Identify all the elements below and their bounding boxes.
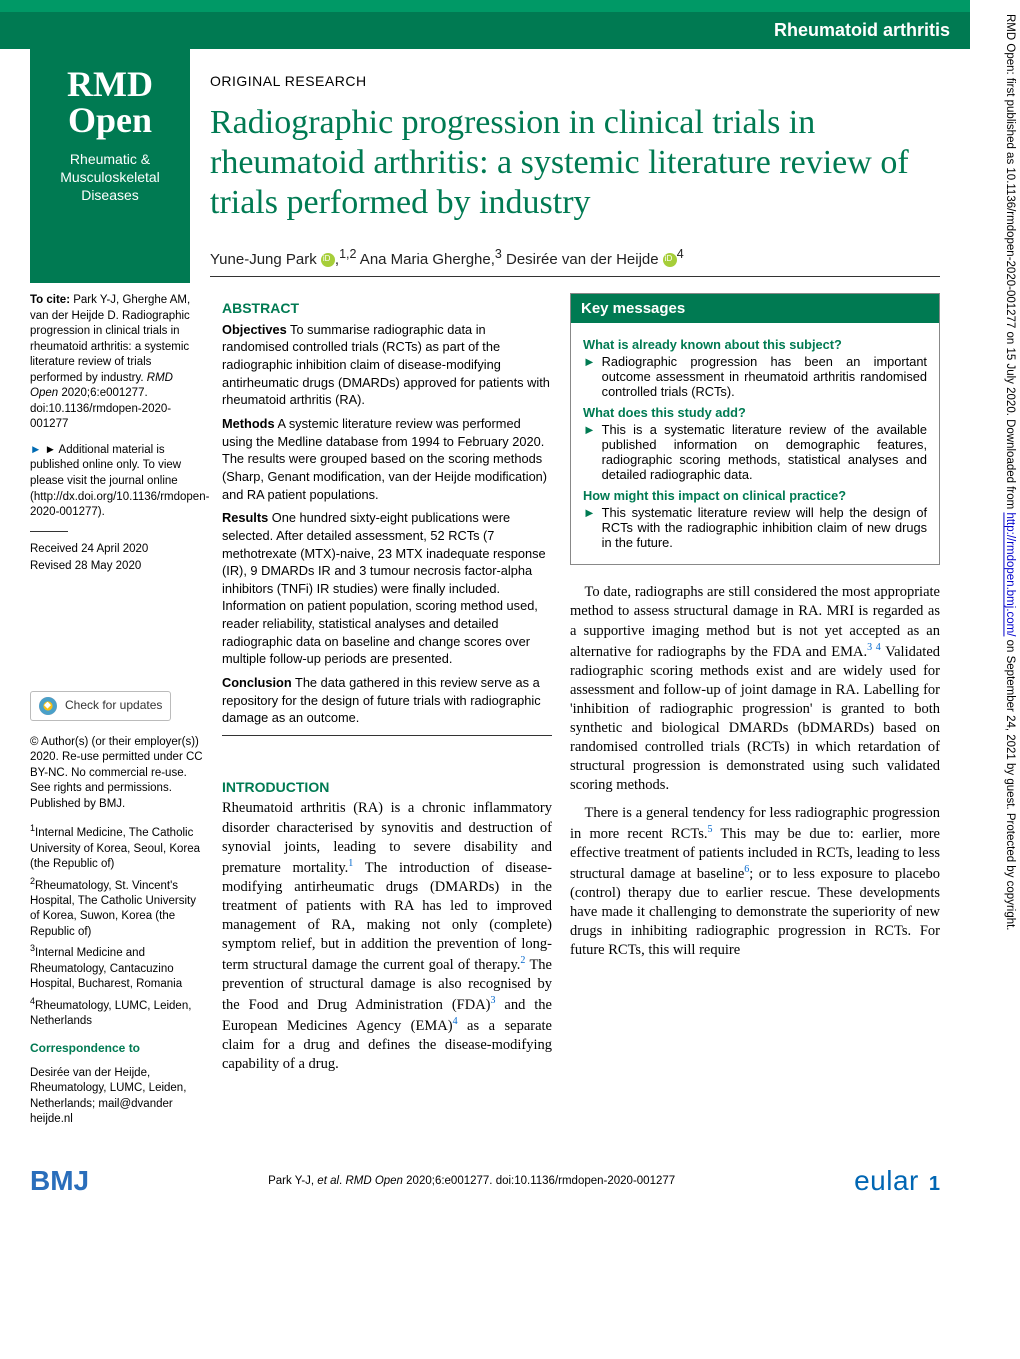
triangle-bullet-icon: ► — [583, 505, 596, 550]
vertical-watermark: RMD Open: first published as 10.1136/rmd… — [974, 14, 1018, 1344]
key-question-1: What is already known about this subject… — [583, 337, 927, 352]
abstract-conclusion: Conclusion The data gathered in this rev… — [222, 674, 552, 727]
revised-date: Revised 28 May 2020 — [30, 559, 204, 575]
bmj-logo: BMJ — [30, 1165, 89, 1197]
watermark-link[interactable]: http://rmdopen.bmj.com/ — [1004, 512, 1016, 636]
article-type: ORIGINAL RESEARCH — [210, 73, 940, 89]
footer-citation: Park Y-J, et al. RMD Open 2020;6:e001277… — [89, 1175, 854, 1187]
logo-line-2: Open — [38, 102, 182, 138]
key-answer-1: ►Radiographic progression has been an im… — [583, 354, 927, 399]
author-list: Yune-Jung Park ,1,2 Ana Maria Gherghe,3 … — [210, 247, 940, 268]
abstract-objectives: Objectives To summarise radiographic dat… — [222, 321, 552, 409]
affiliation-3: 3Internal Medicine and Rheumatology, Can… — [30, 942, 204, 992]
key-answer-2: ►This is a systematic literature review … — [583, 422, 927, 482]
check-updates-button[interactable]: Check for updates — [30, 691, 171, 721]
sidebar-meta: To cite: Park Y-J, Gherghe AM, van der H… — [30, 293, 204, 1138]
triangle-bullet-icon: ► — [583, 422, 596, 482]
orcid-icon[interactable] — [663, 253, 677, 267]
affil-sup-3: 4 — [677, 247, 684, 261]
page-number: 1 — [929, 1173, 940, 1196]
correspondence-heading: Correspondence to — [30, 1040, 204, 1056]
copyright-notice: © Author(s) (or their employer(s)) 2020.… — [30, 735, 204, 813]
body-paragraph: There is a general tendency for less rad… — [570, 804, 940, 961]
top-accent-bar — [0, 0, 970, 12]
abstract-divider — [222, 735, 552, 736]
arrow-icon: ► — [30, 444, 41, 456]
received-date: Received 24 April 2020 — [30, 542, 204, 558]
journal-logo: RMD Open Rheumatic & Musculoskeletal Dis… — [30, 48, 190, 283]
abstract-methods: Methods A systemic literature review was… — [222, 415, 552, 503]
page-footer: BMJ Park Y-J, et al. RMD Open 2020;6:e00… — [0, 1158, 970, 1209]
logo-line-1: RMD — [38, 66, 182, 102]
orcid-icon[interactable] — [321, 253, 335, 267]
article-title: Radiographic progression in clinical tri… — [210, 103, 940, 223]
abstract-column: ABSTRACT Objectives To summarise radiogr… — [222, 293, 552, 1138]
category-bar: Rheumatoid arthritis — [0, 12, 970, 49]
correspondence-body: Desirée van der Heijde, Rheumatology, LU… — [30, 1066, 204, 1128]
logo-subtitle: Rheumatic & Musculoskeletal Diseases — [38, 150, 182, 205]
key-answer-3: ►This systematic literature review will … — [583, 505, 927, 550]
author-divider — [210, 276, 940, 277]
affiliation-2: 2Rheumatology, St. Vincent's Hospital, T… — [30, 875, 204, 941]
ref-link[interactable]: 3 4 — [867, 642, 881, 653]
introduction-heading: INTRODUCTION — [222, 778, 552, 797]
supplementary-note: ► ► Additional material is published onl… — [30, 443, 204, 521]
triangle-bullet-icon: ► — [583, 354, 596, 399]
key-question-2: What does this study add? — [583, 405, 927, 420]
abstract-results: Results One hundred sixty-eight publicat… — [222, 509, 552, 668]
abstract-heading: ABSTRACT — [222, 299, 552, 318]
key-messages-heading: Key messages — [571, 294, 939, 323]
affiliation-1: 1Internal Medicine, The Catholic Univers… — [30, 822, 204, 872]
author-1: Yune-Jung Park — [210, 251, 321, 268]
eular-logo: eular — [854, 1165, 919, 1197]
affil-sup-1: 1,2 — [339, 247, 356, 261]
key-question-3: How might this impact on clinical practi… — [583, 488, 927, 503]
affiliation-4: 4Rheumatology, LUMC, Leiden, Netherlands — [30, 995, 204, 1030]
body-paragraph: To date, radiographs are still considere… — [570, 583, 940, 795]
short-divider — [30, 531, 68, 532]
citation-block: To cite: Park Y-J, Gherghe AM, van der H… — [30, 293, 204, 433]
introduction-paragraph: Rheumatoid arthritis (RA) is a chronic i… — [222, 799, 552, 1074]
key-messages-box: Key messages What is already known about… — [570, 293, 940, 565]
affil-sup-2: 3 — [495, 247, 502, 261]
crossmark-icon — [39, 697, 57, 715]
right-column: Key messages What is already known about… — [570, 293, 940, 1138]
